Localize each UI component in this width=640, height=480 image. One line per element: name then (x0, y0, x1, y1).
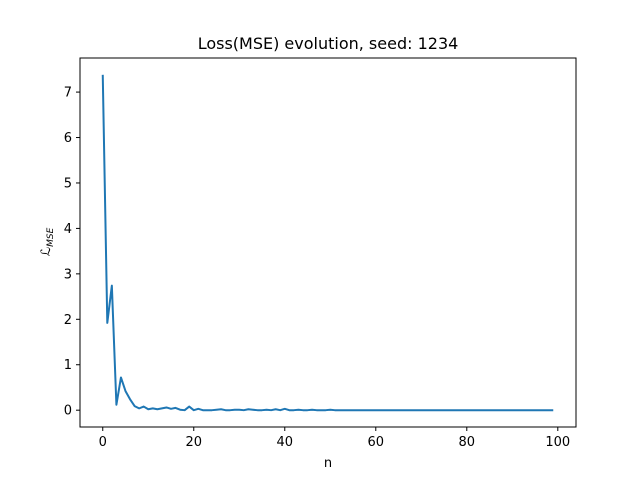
plot-area (101, 74, 554, 412)
y-tick-label: 4 (64, 222, 72, 237)
chart-title: Loss(MSE) evolution, seed: 1234 (198, 34, 459, 53)
y-tick-label: 1 (64, 358, 72, 373)
x-tick-label: 80 (459, 435, 476, 450)
y-tick-label: 2 (64, 313, 72, 328)
y-tick-label: 5 (64, 176, 72, 191)
y-axis-label-main: ℒ (39, 247, 54, 256)
x-tick-label: 20 (185, 435, 202, 450)
x-axis-label: n (324, 456, 332, 471)
y-tick-label: 0 (64, 404, 72, 419)
x-tick-label: 0 (99, 435, 107, 450)
x-tick-label: 100 (545, 435, 570, 450)
y-tick-label: 7 (64, 86, 72, 101)
y-axis-ticks: 0 1 2 3 4 5 6 7 (64, 86, 80, 419)
y-tick-label: 6 (64, 131, 72, 146)
y-axis-label-subscript: MSE (46, 227, 56, 246)
y-axis-label: ℒMSE (39, 227, 56, 256)
x-tick-label: 40 (276, 435, 293, 450)
axes-frame (79, 57, 577, 428)
y-tick-label: 3 (64, 267, 72, 282)
svg-text:ℒMSE: ℒMSE (39, 227, 56, 256)
series-line-0 (101, 74, 554, 412)
x-axis-ticks: 0 20 40 60 80 100 (99, 427, 570, 450)
x-tick-label: 60 (368, 435, 385, 450)
